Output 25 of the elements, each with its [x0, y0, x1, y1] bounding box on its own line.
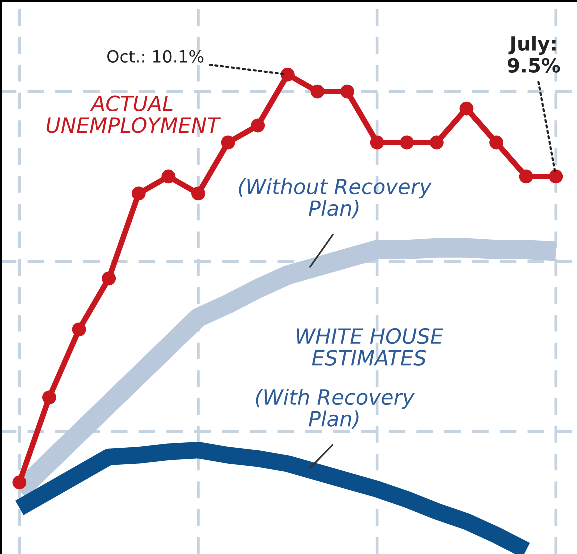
series-label: (With Recovery Plan)	[256, 389, 415, 430]
point	[12, 476, 27, 490]
point	[310, 84, 325, 99]
point	[490, 136, 504, 150]
point	[430, 136, 444, 150]
point	[280, 68, 295, 82]
point	[221, 136, 236, 150]
point	[102, 272, 116, 286]
series-label: (Without Recovery Plan)	[239, 178, 432, 219]
point	[340, 84, 354, 99]
point	[460, 102, 474, 116]
point	[192, 186, 206, 201]
point	[132, 186, 146, 201]
point	[549, 170, 564, 184]
data-label: Oct.: 10.1%	[108, 50, 204, 63]
point	[519, 170, 534, 184]
point	[251, 118, 266, 133]
point	[42, 390, 56, 405]
point	[370, 136, 384, 150]
point	[72, 322, 86, 337]
data-label: July: 9.5%	[508, 36, 560, 73]
point	[162, 170, 176, 184]
annotation: WHITE HOUSE ESTIMATES	[296, 328, 444, 366]
series-label: ACTUAL UNEMPLOYMENT	[46, 96, 222, 134]
point	[400, 136, 414, 150]
